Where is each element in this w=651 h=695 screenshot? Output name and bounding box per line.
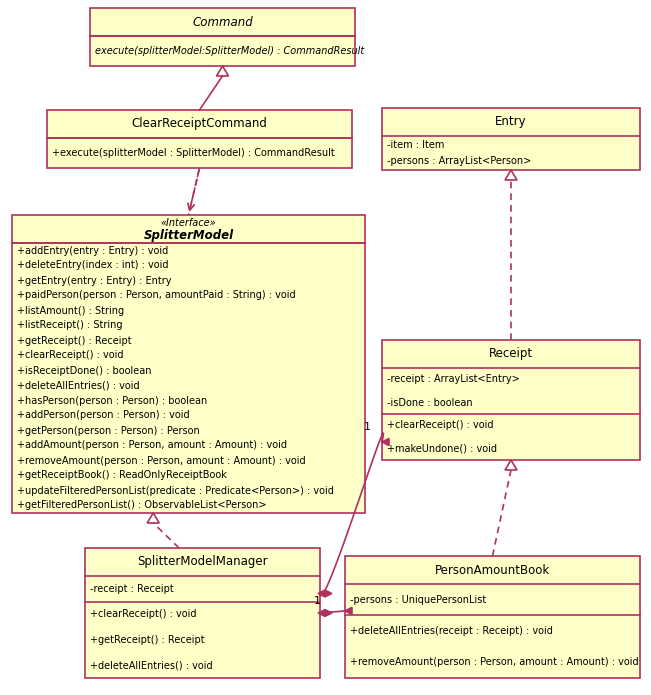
Text: SplitterModel: SplitterModel xyxy=(143,229,234,243)
Polygon shape xyxy=(345,607,352,614)
Text: +listAmount() : String: +listAmount() : String xyxy=(17,306,124,316)
Text: «Interface»: «Interface» xyxy=(161,218,216,228)
Bar xyxy=(85,548,320,678)
Text: +deleteAllEntries(receipt : Receipt) : void: +deleteAllEntries(receipt : Receipt) : v… xyxy=(350,626,553,636)
Text: 1: 1 xyxy=(363,422,370,432)
Text: 1: 1 xyxy=(314,596,321,606)
Bar xyxy=(12,215,365,513)
Text: +removeAmount(person : Person, amount : Amount) : void: +removeAmount(person : Person, amount : … xyxy=(350,657,639,667)
Text: -persons : UniquePersonList: -persons : UniquePersonList xyxy=(350,595,486,605)
Polygon shape xyxy=(318,590,332,597)
Bar xyxy=(47,110,352,168)
Text: +getEntry(entry : Entry) : Entry: +getEntry(entry : Entry) : Entry xyxy=(17,275,171,286)
Text: PersonAmountBook: PersonAmountBook xyxy=(435,564,550,576)
Text: +getReceipt() : Receipt: +getReceipt() : Receipt xyxy=(17,336,132,345)
Text: +deleteAllEntries() : void: +deleteAllEntries() : void xyxy=(17,380,139,391)
Text: Receipt: Receipt xyxy=(489,348,533,361)
Text: +isReceiptDone() : boolean: +isReceiptDone() : boolean xyxy=(17,366,152,375)
Text: -persons : ArrayList<Person>: -persons : ArrayList<Person> xyxy=(387,156,531,167)
Text: +getPerson(person : Person) : Person: +getPerson(person : Person) : Person xyxy=(17,425,200,436)
Text: +addAmount(person : Person, amount : Amount) : void: +addAmount(person : Person, amount : Amo… xyxy=(17,441,287,450)
Text: Entry: Entry xyxy=(495,115,527,129)
Text: Command: Command xyxy=(192,15,253,28)
Text: +updateFilteredPersonList(predicate : Predicate<Person>) : void: +updateFilteredPersonList(predicate : Pr… xyxy=(17,486,334,496)
Text: -receipt : ArrayList<Entry>: -receipt : ArrayList<Entry> xyxy=(387,375,519,384)
Text: +removeAmount(person : Person, amount : Amount) : void: +removeAmount(person : Person, amount : … xyxy=(17,455,305,466)
Text: +getReceipt() : Receipt: +getReceipt() : Receipt xyxy=(90,635,204,645)
Text: +clearReceipt() : void: +clearReceipt() : void xyxy=(387,420,493,430)
Text: ClearReceiptCommand: ClearReceiptCommand xyxy=(132,117,268,131)
Text: +paidPerson(person : Person, amountPaid : String) : void: +paidPerson(person : Person, amountPaid … xyxy=(17,291,296,300)
Text: +deleteAllEntries() : void: +deleteAllEntries() : void xyxy=(90,660,213,670)
Polygon shape xyxy=(318,610,332,616)
Text: +addEntry(entry : Entry) : void: +addEntry(entry : Entry) : void xyxy=(17,245,168,256)
Text: +getFilteredPersonList() : ObservableList<Person>: +getFilteredPersonList() : ObservableLis… xyxy=(17,500,266,511)
Bar xyxy=(345,556,640,678)
Text: +clearReceipt() : void: +clearReceipt() : void xyxy=(17,350,124,361)
Text: +hasPerson(person : Person) : boolean: +hasPerson(person : Person) : boolean xyxy=(17,395,207,405)
Text: +addPerson(person : Person) : void: +addPerson(person : Person) : void xyxy=(17,411,189,420)
Text: -receipt : Receipt: -receipt : Receipt xyxy=(90,584,174,594)
Text: SplitterModelManager: SplitterModelManager xyxy=(137,555,268,569)
Text: +makeUndone() : void: +makeUndone() : void xyxy=(387,443,497,454)
Text: +deleteEntry(index : int) : void: +deleteEntry(index : int) : void xyxy=(17,261,169,270)
Text: execute(splitterModel:SplitterModel) : CommandResult: execute(splitterModel:SplitterModel) : C… xyxy=(95,46,365,56)
Bar xyxy=(382,340,640,460)
Text: -item : Item: -item : Item xyxy=(387,140,445,149)
Text: +execute(splitterModel : SplitterModel) : CommandResult: +execute(splitterModel : SplitterModel) … xyxy=(52,148,335,158)
Text: +clearReceipt() : void: +clearReceipt() : void xyxy=(90,610,197,619)
Polygon shape xyxy=(382,439,389,445)
Text: +getReceiptBook() : ReadOnlyReceiptBook: +getReceiptBook() : ReadOnlyReceiptBook xyxy=(17,471,227,480)
Bar xyxy=(382,108,640,170)
Text: +listReceipt() : String: +listReceipt() : String xyxy=(17,320,122,331)
Text: -isDone : boolean: -isDone : boolean xyxy=(387,398,473,407)
Bar xyxy=(90,8,355,66)
